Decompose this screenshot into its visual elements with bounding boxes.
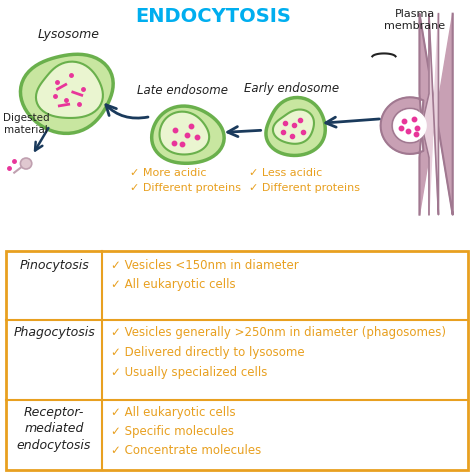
Text: Digested
material: Digested material — [3, 113, 49, 135]
Text: ✓ All eukaryotic cells: ✓ All eukaryotic cells — [111, 278, 236, 292]
Text: Late endosome: Late endosome — [137, 84, 228, 97]
Text: ✓ Vesicles generally >250nm in diameter (phagosomes): ✓ Vesicles generally >250nm in diameter … — [111, 326, 447, 339]
Polygon shape — [36, 62, 103, 118]
Polygon shape — [392, 14, 438, 215]
Text: Early endosome: Early endosome — [244, 82, 339, 95]
Text: Plasma
membrane: Plasma membrane — [384, 9, 445, 31]
Text: Receptor-
mediated
endocytosis: Receptor- mediated endocytosis — [17, 406, 91, 452]
Polygon shape — [381, 14, 453, 215]
Text: ✓ Less acidic: ✓ Less acidic — [249, 168, 322, 178]
Text: Pinocytosis: Pinocytosis — [19, 259, 89, 272]
Polygon shape — [394, 110, 426, 141]
Text: Lysosome: Lysosome — [38, 28, 100, 41]
Text: ✓ All eukaryotic cells: ✓ All eukaryotic cells — [111, 406, 236, 419]
Polygon shape — [20, 54, 113, 133]
Text: Phagocytosis: Phagocytosis — [13, 326, 95, 339]
Text: ✓ Specific molecules: ✓ Specific molecules — [111, 425, 234, 438]
Polygon shape — [273, 109, 314, 144]
Text: ✓ Vesicles <150nm in diameter: ✓ Vesicles <150nm in diameter — [111, 259, 299, 272]
Text: ✓ Concentrate molecules: ✓ Concentrate molecules — [111, 445, 262, 457]
Polygon shape — [266, 98, 325, 155]
Polygon shape — [152, 106, 224, 163]
Polygon shape — [160, 112, 209, 155]
Text: ✓ Different proteins: ✓ Different proteins — [249, 182, 360, 193]
Circle shape — [20, 158, 32, 169]
Text: ✓ Different proteins: ✓ Different proteins — [130, 182, 241, 193]
Text: ENDOCYTOSIS: ENDOCYTOSIS — [136, 7, 291, 26]
Text: ✓ More acidic: ✓ More acidic — [130, 168, 207, 178]
Text: ✓ Usually specialized cells: ✓ Usually specialized cells — [111, 366, 268, 379]
Text: ✓ Delivered directly to lysosome: ✓ Delivered directly to lysosome — [111, 346, 305, 359]
